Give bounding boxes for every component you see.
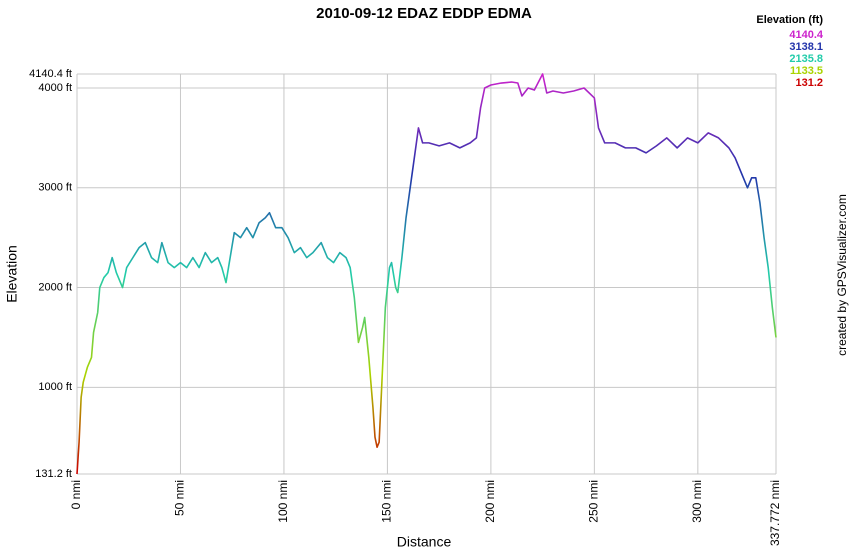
legend-title: Elevation (ft) <box>756 14 823 26</box>
legend-entry: 2135.8 <box>789 53 823 65</box>
x-tick-label: 250 nmi <box>587 480 601 523</box>
legend-entry: 1133.5 <box>790 65 823 77</box>
x-tick-label: 337.772 nmi <box>768 480 782 546</box>
legend-entry: 3138.1 <box>789 41 823 53</box>
y-tick-label: 4140.4 ft <box>29 68 72 80</box>
x-tick-label: 50 nmi <box>173 480 187 516</box>
x-tick-label: 100 nmi <box>276 480 290 523</box>
y-tick-label: 1000 ft <box>38 381 72 393</box>
credit: created by GPSVisualizer.com <box>835 194 849 356</box>
y-axis-label: Elevation <box>4 245 20 303</box>
elevation-line <box>76 73 777 475</box>
x-tick-label: 300 nmi <box>690 480 704 523</box>
x-tick-label: 150 nmi <box>380 480 394 523</box>
x-tick-label: 0 nmi <box>69 480 83 509</box>
chart-title: 2010-09-12 EDAZ EDDP EDMA <box>316 5 532 22</box>
legend-entry: 131.2 <box>795 77 823 89</box>
y-tick-label: 4000 ft <box>38 82 72 94</box>
y-tick-label: 131.2 ft <box>35 468 72 480</box>
y-tick-label: 2000 ft <box>38 281 72 293</box>
x-tick-label: 200 nmi <box>483 480 497 523</box>
legend-entry: 4140.4 <box>789 29 824 41</box>
x-axis-label: Distance <box>397 534 452 550</box>
y-tick-label: 3000 ft <box>38 182 72 194</box>
